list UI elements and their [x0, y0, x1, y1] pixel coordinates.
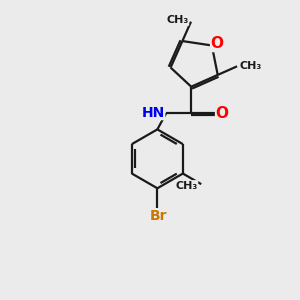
Text: CH₃: CH₃ — [239, 61, 262, 71]
Text: CH₃: CH₃ — [167, 15, 189, 25]
Text: Br: Br — [150, 209, 168, 223]
Text: O: O — [216, 106, 229, 121]
Text: CH₃: CH₃ — [176, 181, 198, 190]
Text: HN: HN — [142, 106, 165, 120]
Text: O: O — [211, 37, 224, 52]
